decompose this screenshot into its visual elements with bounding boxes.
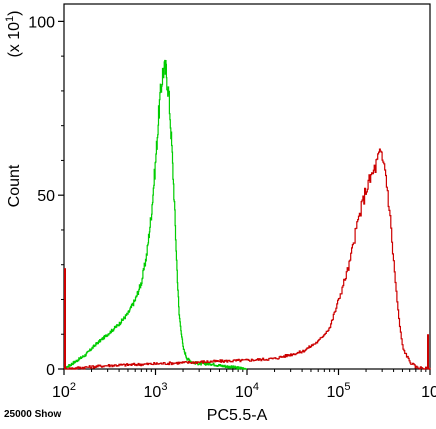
x-tick-label: 104 xyxy=(235,381,259,401)
plot-frame xyxy=(63,3,431,370)
plot-area xyxy=(63,3,431,370)
y-multiplier-label: (x 101) xyxy=(4,10,23,57)
x-axis-title: PC5.5-A xyxy=(207,407,268,424)
x-tick-label: 105 xyxy=(327,381,351,401)
x-axis-ticks: 102 103 104 105 10 xyxy=(52,369,436,401)
y-axis-title: Count xyxy=(6,164,23,207)
y-multiplier-prefix: (x 10 xyxy=(6,22,23,58)
y-tick-label: 0 xyxy=(46,362,55,379)
histogram-series-2 xyxy=(64,148,431,370)
y-multiplier-close: ) xyxy=(6,10,23,15)
footer-note: 25000 Show xyxy=(4,409,61,420)
x-tick-label: 102 xyxy=(52,381,76,401)
series-layer xyxy=(63,59,431,370)
x-tick-label: 10 xyxy=(421,384,436,401)
x-tick-label: 103 xyxy=(144,381,168,401)
histogram-series-1 xyxy=(63,59,247,370)
y-axis-ticks: 0 50 100 xyxy=(28,14,64,379)
y-multiplier-exp: 1 xyxy=(4,16,16,22)
y-tick-label: 100 xyxy=(28,14,55,31)
y-tick-label: 50 xyxy=(37,188,55,205)
